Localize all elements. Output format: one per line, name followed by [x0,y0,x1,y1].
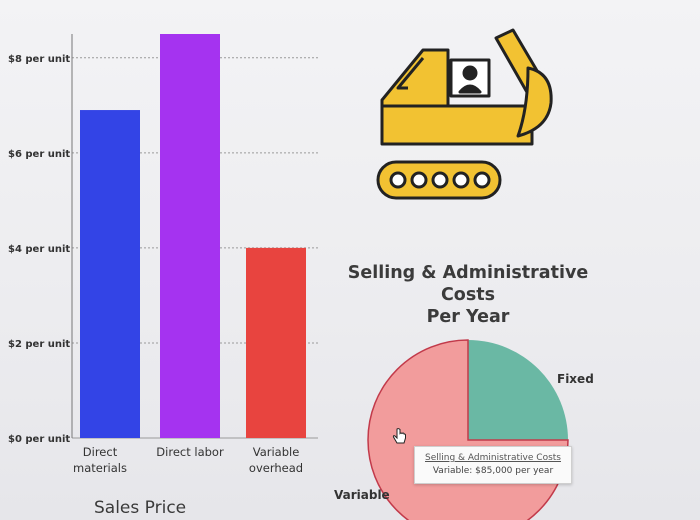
excavator-body-icon [380,104,534,146]
excavator-bucket-icon [516,66,553,138]
pie-tooltip: Selling & Administrative Costs Variable:… [414,446,572,484]
x-tick-label: materials [73,461,127,475]
y-tick-label: $2 per unit [8,339,70,350]
tooltip-title: Selling & Administrative Costs [425,453,561,463]
hand-cursor-icon [392,428,406,444]
pie-slice-fixed[interactable] [468,340,568,440]
y-tick-label: $8 per unit [8,54,70,65]
x-tick-label: overhead [249,461,303,475]
y-tick-label: $0 per unit [8,434,70,445]
pie-title-line-1: Selling & Administrative Costs [347,263,589,305]
y-tick-label: $4 per unit [8,244,70,255]
pie-label-fixed: Fixed [557,372,594,386]
x-tick-label: Direct [83,445,118,459]
excavator-icon [376,28,553,200]
x-axis-title: Sales Price [94,498,187,518]
x-tick-label: Variable [253,445,300,459]
bar [160,34,220,438]
bar [80,110,140,438]
tooltip-value: Variable: $85,000 per year [432,466,554,476]
y-tick-label: $6 per unit [8,149,70,160]
pie-title-line-2: Per Year [426,307,510,327]
pie-label-variable: Variable [334,488,390,502]
x-tick-label: Direct labor [156,445,224,459]
pie-title: Selling & Administrative Costs Per Year [318,262,618,328]
bar [246,247,306,438]
